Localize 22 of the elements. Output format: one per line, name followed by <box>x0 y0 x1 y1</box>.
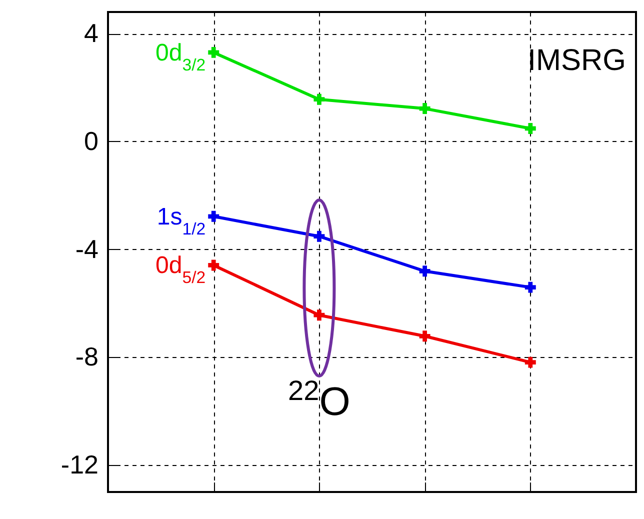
point <box>524 356 536 368</box>
point <box>419 330 430 342</box>
series-label: 1s$_{1/2}$ <box>156 203 206 238</box>
y-tick-label: 0 <box>84 126 98 156</box>
point <box>314 94 325 105</box>
series-label: 0d$_{3/2}$ <box>156 39 206 74</box>
point <box>314 310 325 321</box>
point <box>524 123 536 134</box>
point <box>314 230 325 242</box>
annotation: $^{22}$O <box>288 374 350 424</box>
point <box>419 266 430 277</box>
y-tick-label: 4 <box>84 18 98 48</box>
point <box>524 282 536 293</box>
y-tick-label: -8 <box>75 342 98 372</box>
annotation: IMSRG <box>528 44 626 77</box>
series-label: 0d$_{5/2}$ <box>156 252 206 287</box>
point <box>419 103 430 114</box>
y-tick-label: -12 <box>60 450 98 480</box>
y-tick-label: -4 <box>75 234 98 264</box>
point <box>208 210 220 222</box>
point <box>208 260 220 271</box>
point <box>208 46 220 58</box>
